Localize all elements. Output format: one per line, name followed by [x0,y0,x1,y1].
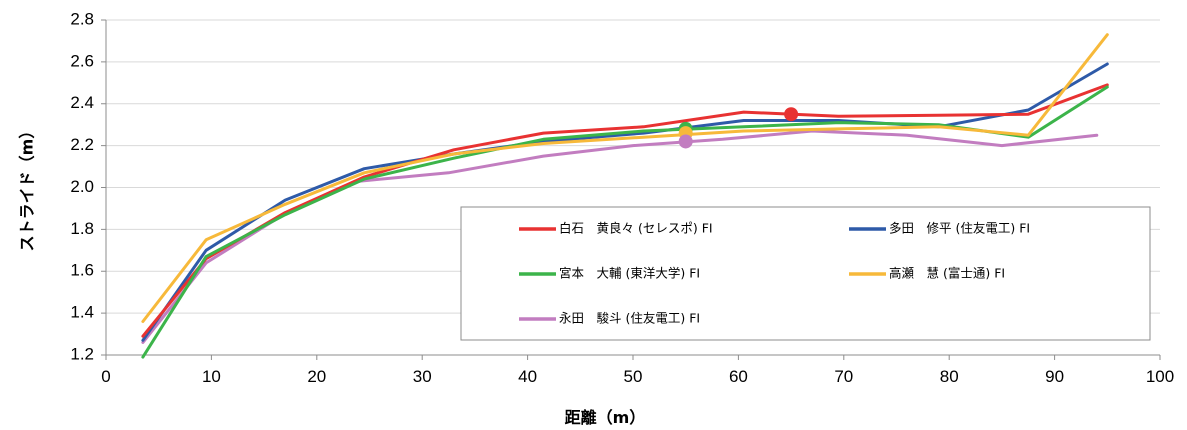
x-tick-labels: 0 10 20 30 40 50 60 70 80 90 100 [101,367,1174,386]
axes [101,19,1161,360]
y-tick-label: 2.0 [70,177,94,196]
x-tick-label: 0 [101,367,110,386]
x-tick-label: 30 [413,367,432,386]
x-tick-label: 40 [518,367,537,386]
legend-label-takase: 高瀬 慧 (富士通) FI [889,266,1005,281]
y-tick-label: 1.4 [70,303,94,322]
series-markers [678,107,799,149]
y-tick-label: 2.4 [70,93,94,112]
x-tick-label: 50 [624,367,643,386]
series-line-1 [141,62,1109,342]
legend-label-shiraishi: 白石 黄良々 (セレスポ) FI [559,221,713,236]
x-tick-label: 80 [940,367,959,386]
y-tick-label: 1.8 [70,219,94,238]
x-tick-label: 70 [834,367,853,386]
legend: 白石 黄良々 (セレスポ) FI 多田 修平 (住友電工) FI 宮本 大輔 (… [460,206,1151,341]
x-tick-label: 60 [729,367,748,386]
series-line-3 [141,33,1109,323]
legend-box [460,206,1151,341]
series-marker-0 [784,107,799,122]
y-tick-label: 2.8 [70,9,94,28]
y-tick-label: 2.2 [70,135,94,154]
y-tick-labels: 1.2 1.4 1.6 1.8 2.0 2.2 2.4 2.6 2.8 [70,9,94,363]
y-tick-label: 1.2 [70,344,94,363]
y-axis-title: ストライド（m） [18,123,37,252]
series-lines [141,33,1109,359]
x-axis-title: 距離（m） [565,408,646,427]
x-tick-label: 90 [1045,367,1064,386]
x-tick-label: 10 [202,367,221,386]
y-tick-label: 2.6 [70,51,94,70]
y-tick-label: 1.6 [70,261,94,280]
x-tick-label: 100 [1146,367,1174,386]
legend-label-tada: 多田 修平 (住友電工) FI [889,221,1030,236]
series-marker-4 [678,134,693,149]
legend-label-nagata: 永田 駿斗 (住友電工) FI [559,311,700,326]
x-tick-label: 20 [307,367,326,386]
legend-label-miyamoto: 宮本 大輔 (東洋大学) FI [559,266,700,281]
